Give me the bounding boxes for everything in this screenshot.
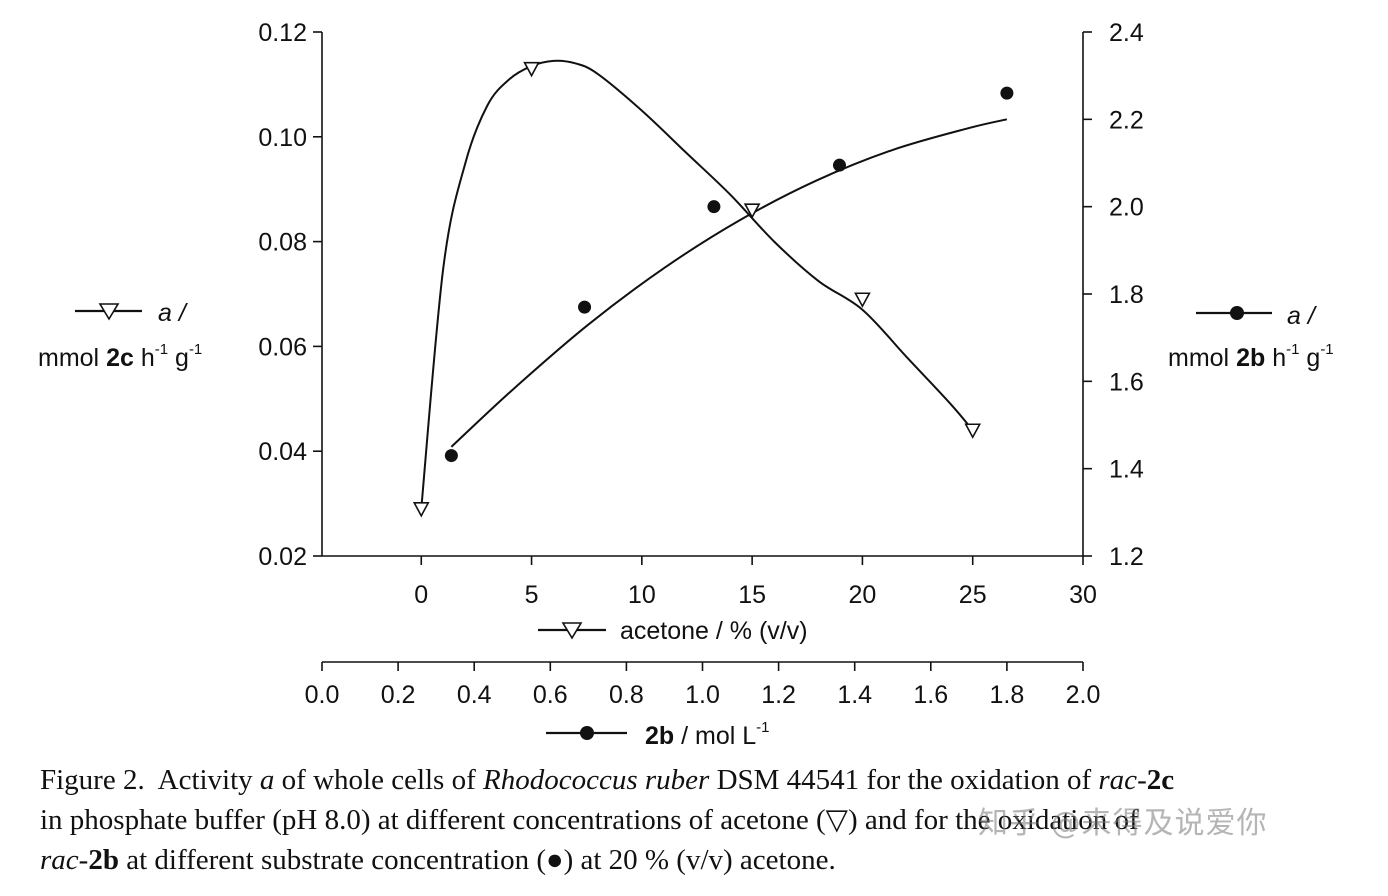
caption-text: Activity — [157, 764, 260, 796]
x-top-tick-label: 25 — [959, 581, 987, 609]
data-point-acetone — [412, 502, 430, 518]
right-legend-dot-icon — [1230, 306, 1244, 320]
caption-dot-icon: ● — [546, 844, 564, 876]
watermark: 知乎 @来得及说爱你 — [978, 806, 1268, 841]
left-axis-label-bottom: mmol 2c h-1 g-1 — [38, 341, 202, 372]
data-point-acetone — [964, 423, 982, 439]
data-point-2b — [1000, 86, 1014, 100]
caption-species: Rhodococcus ruber — [483, 764, 710, 796]
caption-activity-symbol: a — [259, 764, 275, 796]
left-tick-label: 0.06 — [258, 333, 307, 361]
left-axis-legend: a / mmol 2c h-1 g-1 — [38, 299, 202, 372]
x-top-tick-label: 10 — [628, 581, 656, 609]
right-tick-label: 2.4 — [1109, 19, 1144, 47]
caption-text: ) at 20 % (v/v) acetone. — [563, 844, 836, 876]
data-point-2b — [444, 449, 458, 463]
figure-caption: Figure 2. Activity a of whole cells of R… — [40, 760, 1370, 880]
fit-curves — [420, 59, 1008, 509]
right-axis-label-bottom: mmol 2b h-1 g-1 — [1168, 341, 1334, 372]
caption-compound-2c: 2c — [1146, 764, 1175, 796]
caption-text: of whole cells of — [274, 764, 484, 796]
x-top-tick-label: 0 — [414, 581, 428, 609]
left-tick-label: 0.02 — [258, 543, 307, 571]
x-bottom-tick-label: 0.8 — [609, 681, 644, 709]
data-point-acetone — [854, 292, 871, 308]
x-bottom-legend-dot-icon — [580, 726, 594, 740]
caption-rac: rac — [1098, 764, 1138, 796]
x-bottom-tick-label: 0.4 — [457, 681, 492, 709]
x-bottom-tick-label: 0.2 — [381, 681, 416, 709]
caption-compound-2b: 2b — [88, 844, 119, 876]
right-tick-label: 2.2 — [1109, 106, 1144, 134]
left-tick-label: 0.10 — [258, 124, 307, 152]
right-tick-label: 2.0 — [1109, 194, 1144, 222]
caption-fig-number: Figure 2. — [40, 764, 145, 796]
right-tick-label: 1.8 — [1109, 281, 1144, 309]
ticks: 0.02 0.04 0.06 0.08 0.10 0.12 1.2 1.4 1.6 1.8 2.0 2… — [258, 19, 1144, 709]
x-bottom-tick-label: 0.6 — [533, 681, 568, 709]
x-top-tick-label: 5 — [525, 581, 539, 609]
caption-text: - — [1137, 764, 1147, 796]
caption-line-3: rac-2b at different substrate concentrat… — [40, 840, 1370, 880]
x-bottom-tick-label: 0.0 — [305, 681, 340, 709]
x-top-axis-label: acetone / % (v/v) — [620, 617, 808, 645]
x-bottom-axis-label: 2b / mol L-1 — [645, 719, 770, 750]
chart: 0.02 0.04 0.06 0.08 0.10 0.12 1.2 1.4 1.6 1.8 2.0 2… — [38, 19, 1334, 750]
data-point-2b — [832, 158, 846, 172]
caption-triangle-icon: ▽ — [825, 804, 848, 836]
left-tick-label: 0.04 — [258, 438, 307, 466]
data-point-2b — [578, 300, 592, 314]
right-axis-label-top: a / — [1287, 302, 1318, 330]
left-axis-label-top: a / — [158, 299, 189, 327]
left-tick-label: 0.12 — [258, 19, 307, 47]
caption-line-2: in phosphate buffer (pH 8.0) at differen… — [40, 800, 1370, 840]
caption-rac: rac — [40, 844, 79, 876]
x-bottom-tick-label: 2.0 — [1066, 681, 1101, 709]
x-bottom-tick-label: 1.8 — [990, 681, 1025, 709]
caption-text: - — [78, 844, 89, 876]
x-top-tick-label: 30 — [1069, 581, 1097, 609]
x-bottom-tick-label: 1.6 — [913, 681, 948, 709]
x-bottom-tick-label: 1.2 — [761, 681, 796, 709]
caption-text: at different substrate concentration ( — [118, 844, 547, 876]
caption-text: DSM 44541 for the oxidation of — [709, 764, 1099, 796]
right-tick-label: 1.2 — [1109, 543, 1144, 571]
data-points — [412, 61, 1014, 518]
data-point-2b — [707, 200, 721, 214]
x-bottom-tick-label: 1.0 — [685, 681, 720, 709]
caption-text: ) and for the oxidation of — [847, 804, 1139, 836]
right-axis-legend: a / mmol 2b h-1 g-1 — [1168, 302, 1334, 372]
data-point-acetone — [523, 61, 540, 78]
x-top-axis-legend: acetone / % (v/v) — [538, 617, 808, 645]
x-bottom-tick-label: 1.4 — [837, 681, 872, 709]
caption-text: in phosphate buffer (pH 8.0) at differen… — [40, 804, 826, 836]
right-tick-label: 1.6 — [1109, 368, 1144, 396]
left-tick-label: 0.08 — [258, 229, 307, 257]
left-legend-triangle-icon — [98, 303, 120, 321]
x-bottom-axis-legend: 2b / mol L-1 — [546, 719, 770, 750]
x-top-tick-label: 20 — [849, 581, 877, 609]
caption-line-1: Figure 2. Activity a of whole cells of R… — [40, 760, 1370, 800]
x-top-legend-triangle-icon — [561, 622, 583, 640]
fit-curve-acetone — [420, 59, 974, 509]
data-point-acetone — [743, 203, 761, 219]
x-top-tick-label: 15 — [738, 581, 766, 609]
fit-curve-2b — [450, 118, 1008, 448]
right-tick-label: 1.4 — [1109, 456, 1144, 484]
